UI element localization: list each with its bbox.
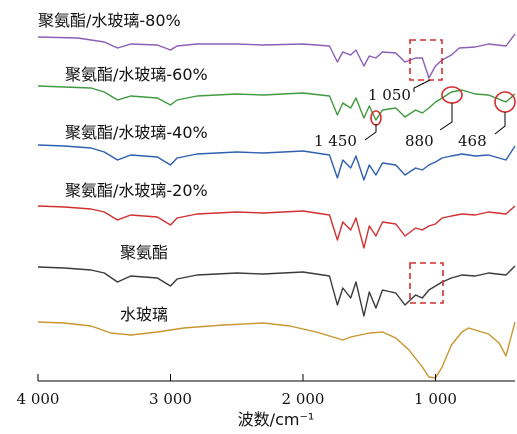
x-axis-ticks: 4 000 3 000 2 000 1 000 [17,374,457,408]
leader-1450 [364,124,377,141]
annotation-markers [364,39,516,304]
x-tick-label-0: 4 000 [17,390,60,408]
series-label-pu: 聚氨酯 [120,243,168,262]
series-line-0 [37,33,516,79]
annot-box-1050-top [409,39,443,81]
series-layer [37,33,516,379]
x-axis-title: 波数/cm⁻¹ [238,410,315,429]
series-label-pu-wg-80: 聚氨酯/水玻璃-80% [38,11,181,30]
annot-circle-880 [441,86,463,104]
annot-label-1050: 1 050 [368,86,411,104]
annot-box-1050-pu [409,262,444,304]
series-label-pu-wg-40: 聚氨酯/水玻璃-40% [65,123,208,142]
series-label-pu-wg-60: 聚氨酯/水玻璃-60% [65,65,208,84]
series-line-4 [37,265,516,317]
leader-468 [494,112,506,135]
x-tick-label-1: 3 000 [149,390,192,408]
leader-880 [439,103,453,131]
annot-label-468: 468 [458,132,487,150]
leader-1050 [413,79,431,92]
annot-label-1450: 1 450 [314,132,357,150]
x-tick-label-2: 2 000 [282,390,325,408]
series-line-1 [37,85,516,121]
series-line-5 [37,321,516,379]
annot-circle-1450 [370,110,382,126]
series-label-wg: 水玻璃 [120,305,168,324]
series-label-pu-wg-20: 聚氨酯/水玻璃-20% [65,181,208,200]
annot-label-880: 880 [405,132,434,150]
series-line-3 [37,205,516,249]
series-line-2 [37,144,516,181]
x-tick-label-3: 1 000 [414,390,457,408]
